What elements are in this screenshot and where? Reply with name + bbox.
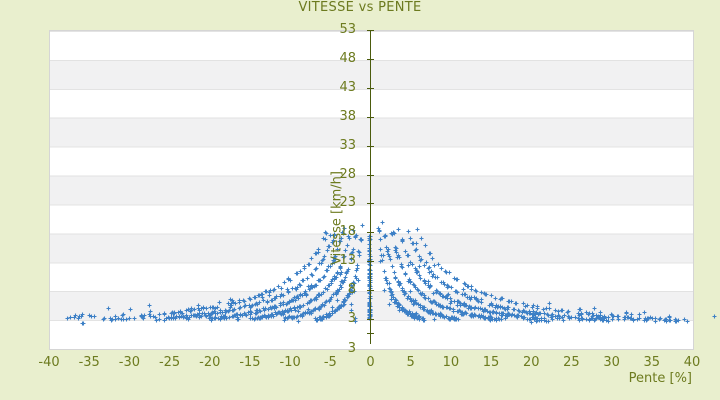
y-tick-mark bbox=[367, 232, 374, 234]
x-tick-label: 0 bbox=[366, 355, 375, 370]
x-axis-title: Pente [%] bbox=[628, 371, 692, 386]
y-tick-mark bbox=[367, 30, 374, 31]
y-tick-mark bbox=[367, 145, 374, 147]
x-tick-label: 15 bbox=[482, 355, 500, 370]
x-tick-label: -35 bbox=[78, 355, 100, 370]
y-tick-label: 28 bbox=[339, 166, 356, 182]
x-tick-label: -10 bbox=[279, 355, 301, 370]
y-tick-mark bbox=[367, 116, 374, 118]
y-tick-label: 53 bbox=[339, 22, 356, 37]
y-tick-mark bbox=[367, 290, 374, 292]
y-tick-mark bbox=[367, 58, 374, 60]
x-tick-label: -25 bbox=[158, 355, 181, 370]
x-tick-label: 40 bbox=[683, 355, 701, 370]
y-tick-mark bbox=[367, 261, 374, 263]
x-tick-label: 10 bbox=[442, 355, 460, 370]
y-tick-label: 8 bbox=[347, 282, 356, 298]
y-axis-title: Vitesse [km/h] bbox=[329, 171, 345, 265]
x-tick-label: -5 bbox=[323, 355, 337, 370]
y-tick-label: 18 bbox=[339, 224, 356, 240]
x-tick-label: 25 bbox=[563, 355, 580, 370]
x-tick-label: -40 bbox=[38, 355, 60, 370]
y-tick-label: 23 bbox=[339, 195, 356, 211]
plot-area[interactable] bbox=[49, 30, 694, 350]
y-axis-min-label: 3 bbox=[347, 341, 356, 356]
y-tick-mark bbox=[367, 203, 374, 205]
x-tick-label: 5 bbox=[406, 355, 415, 370]
x-tick-label: 35 bbox=[643, 355, 661, 370]
y-tick-label: 48 bbox=[339, 50, 356, 66]
y-axis-end-tick bbox=[367, 333, 374, 334]
x-tick-label: 20 bbox=[522, 355, 540, 370]
x-tick-label: -30 bbox=[118, 355, 140, 370]
y-tick-label: 43 bbox=[339, 79, 356, 95]
y-tick-label: 38 bbox=[339, 108, 356, 124]
y-tick-label: 13 bbox=[339, 253, 356, 269]
x-tick-label: -20 bbox=[199, 355, 221, 370]
x-tick-label: 30 bbox=[603, 355, 620, 370]
y-axis-line bbox=[370, 30, 371, 344]
y-tick-label: 33 bbox=[339, 137, 356, 153]
y-tick-mark bbox=[367, 87, 374, 89]
y-tick-label: 3 bbox=[347, 311, 356, 327]
y-tick-mark bbox=[367, 319, 374, 321]
x-tick-label: -15 bbox=[239, 355, 261, 370]
chart-title: VITESSE vs PENTE bbox=[298, 0, 422, 15]
y-tick-mark bbox=[367, 174, 374, 176]
